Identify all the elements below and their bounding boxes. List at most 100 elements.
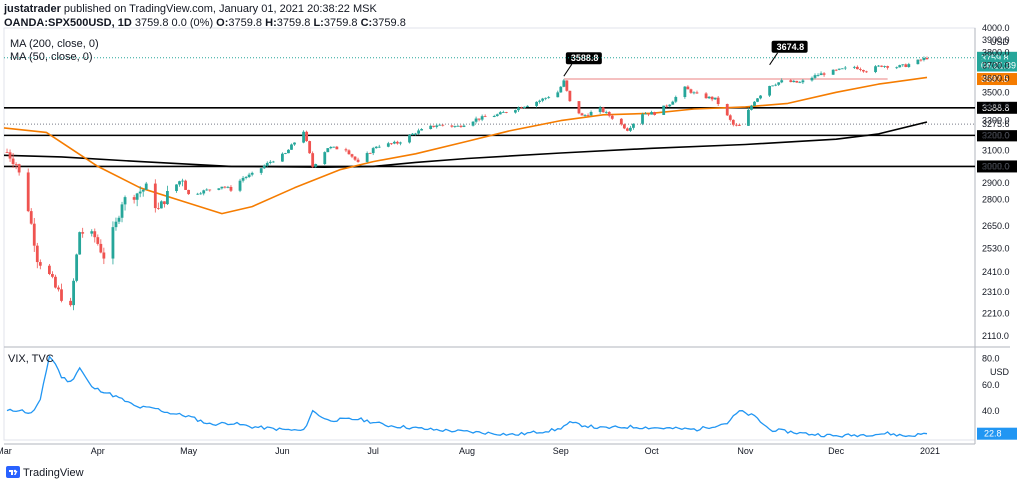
candle-body: [538, 100, 542, 102]
candle-body: [568, 90, 572, 102]
candle-body: [919, 59, 923, 61]
candle-body: [731, 119, 735, 125]
candle-body: [577, 101, 581, 114]
time-tick-label: May: [180, 446, 198, 456]
candle-body: [517, 107, 520, 111]
price-tick-label: 3500.0: [982, 87, 1010, 97]
candle-body: [259, 168, 263, 173]
price-tick-label: 2110.0: [982, 331, 1009, 341]
candle-body: [725, 104, 729, 116]
price-tag: 04:21:39: [981, 61, 1016, 71]
open-label: O:: [216, 17, 229, 29]
candle-body: [187, 189, 190, 195]
candle-body: [514, 110, 517, 113]
ma50-legend[interactable]: MA (50, close, 0): [10, 51, 93, 63]
tradingview-logo-icon: [6, 466, 20, 478]
time-tick-label: Apr: [91, 446, 105, 456]
candle-body: [284, 153, 287, 154]
candle-body: [704, 93, 708, 99]
candle-body: [837, 68, 841, 70]
candle-body: [541, 98, 545, 101]
ma50-line: [3, 76, 928, 215]
candle-body: [583, 115, 587, 116]
candle-body: [737, 124, 741, 126]
candle-body: [647, 113, 650, 115]
ma200-line: [3, 121, 928, 168]
candle-body: [5, 152, 9, 154]
vix-legend[interactable]: VIX, TVC: [8, 353, 54, 365]
candle-body: [716, 97, 720, 105]
time-tick-label: Dec: [828, 446, 845, 456]
candle-body: [750, 105, 753, 110]
candle-body: [747, 109, 750, 126]
candle-body: [559, 86, 563, 93]
candle-body: [438, 124, 442, 126]
candle-body: [865, 71, 868, 73]
price-tag-bg: [977, 59, 1017, 72]
candle-body: [520, 107, 523, 109]
candle-body: [619, 118, 623, 125]
candle-body: [199, 193, 203, 195]
time-tick-label: Nov: [737, 446, 754, 456]
candle-body: [650, 112, 653, 115]
candle-body: [771, 85, 775, 87]
candle-body: [411, 133, 414, 136]
candle-body: [629, 127, 632, 131]
candle-body: [205, 189, 209, 191]
symbol-name[interactable]: OANDA:SPX500USD, 1D: [4, 17, 132, 29]
candle-body: [535, 101, 539, 106]
candle-body: [229, 186, 233, 191]
candle-body: [883, 66, 887, 67]
author-name[interactable]: justatrader: [4, 3, 61, 15]
ma200-legend[interactable]: MA (200, close, 0): [10, 38, 99, 50]
candle-body: [326, 148, 330, 153]
candle-body: [547, 97, 551, 99]
candle-body: [453, 125, 457, 127]
plot-frame: [3, 27, 976, 441]
candle-body: [265, 162, 269, 166]
candle-body: [14, 164, 18, 165]
candle-body: [492, 116, 496, 118]
candle-body: [831, 69, 835, 75]
candle-body: [498, 112, 502, 115]
publish-line: justatrader published on TradingView.com…: [4, 3, 377, 15]
vix-tick-label: 40.0: [982, 406, 1000, 416]
candle-body: [459, 125, 463, 127]
candle-body: [474, 118, 478, 122]
candle-body: [159, 201, 163, 209]
ma50-line-group: [3, 76, 928, 215]
candle-body: [290, 144, 293, 150]
candle-body: [114, 221, 118, 228]
candle-body: [353, 156, 357, 160]
dotted-level-tag: 3275.6: [982, 119, 1010, 129]
candle-body: [671, 101, 675, 105]
candle-body: [102, 252, 106, 259]
candle-body: [523, 106, 526, 108]
candle-body: [586, 115, 590, 116]
dotted-level-tag-bg: [977, 118, 1017, 131]
tradingview-logo[interactable]: TradingView: [6, 466, 84, 479]
candle-body: [653, 112, 657, 115]
candle-body: [281, 153, 284, 162]
candle-body: [622, 124, 626, 129]
candle-body: [632, 123, 635, 128]
candle-body: [644, 113, 647, 115]
candle-body: [668, 104, 672, 107]
candle-body: [816, 75, 820, 76]
candle-body: [662, 105, 666, 115]
time-tick-label: Sep: [553, 446, 569, 456]
price-tick-label: 3700.0: [982, 61, 1010, 71]
price-tick-label: 4000.0: [982, 23, 1010, 33]
candle-body: [777, 82, 781, 85]
candle-body: [308, 141, 312, 154]
candle-body: [96, 237, 100, 244]
candle-body: [377, 146, 381, 148]
candle-body: [756, 98, 759, 102]
candle-body: [244, 176, 248, 178]
price-axis-unit: USD: [990, 37, 1010, 47]
candle-body: [35, 245, 39, 263]
candle-body: [217, 188, 221, 190]
candle-body: [60, 289, 63, 301]
candle-body: [843, 67, 847, 69]
